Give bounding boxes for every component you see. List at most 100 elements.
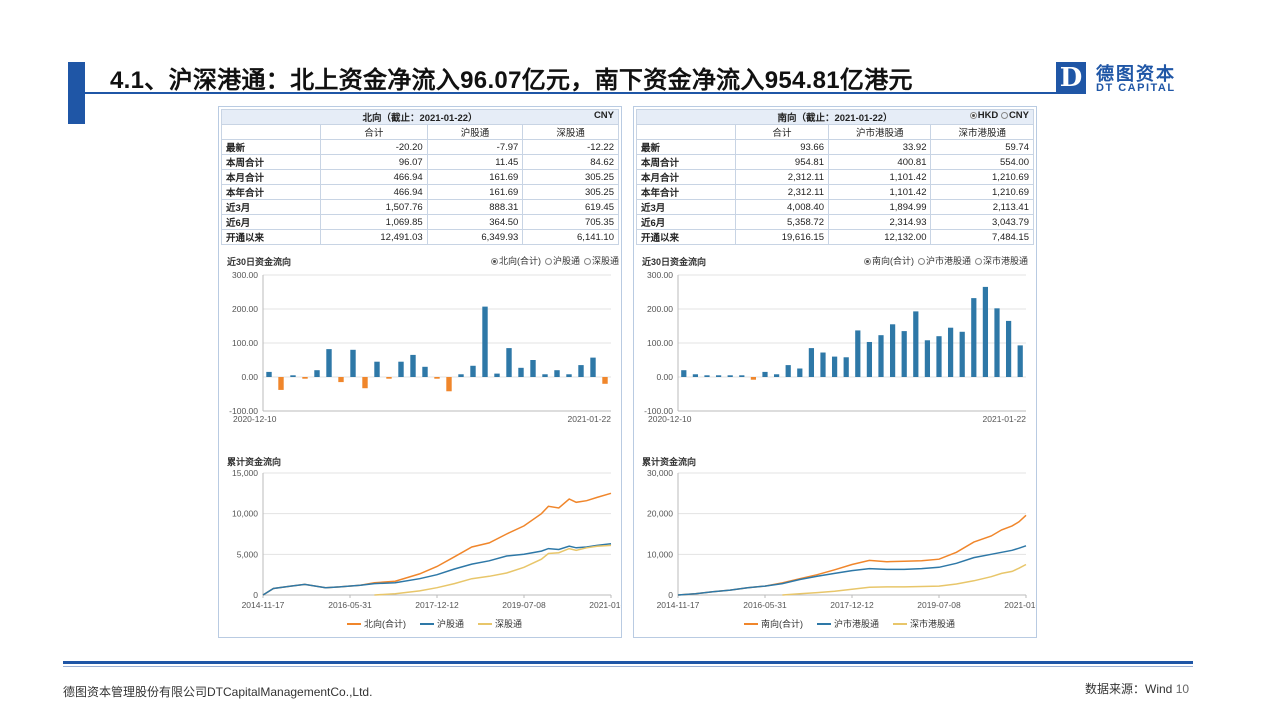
x-end-label: 2021-01-22: [983, 414, 1027, 424]
series-line: [782, 563, 1027, 596]
table-title: 南向（截止：2021-01-22）: [777, 113, 893, 124]
radio-option[interactable]: 深股通: [584, 254, 619, 267]
radio-icon: [1000, 111, 1008, 119]
bar: [704, 375, 710, 377]
y-tick-label: 0.00: [241, 372, 258, 382]
page-number: 10: [1175, 682, 1190, 696]
footer-company: 德图资本管理股份有限公司DTCapitalManagementCo.,Ltd.: [63, 685, 373, 699]
legend-item: 深股通: [478, 617, 522, 630]
radio-option[interactable]: 沪股通: [545, 254, 580, 267]
table-row: 最新 -20.20 -7.97 -12.22: [221, 139, 619, 155]
footer-rule-thin: [63, 666, 1193, 667]
table-row: 近6月 1,069.85 364.50 705.35: [221, 214, 619, 230]
radio-option[interactable]: 南向(合计): [864, 254, 914, 267]
row-label: 本月合计: [636, 169, 736, 185]
bar: [314, 370, 320, 377]
flow-series-selector: 南向(合计) 沪市港股通 深市港股通: [864, 254, 1028, 267]
bar: [518, 367, 524, 377]
table-cell: 466.94: [320, 184, 428, 200]
radio-option[interactable]: HKD: [969, 110, 998, 121]
table-header: 北向（截止：2021-01-22） CNY: [221, 109, 619, 125]
radio-option[interactable]: CNY: [1000, 110, 1029, 121]
row-label: 本月合计: [221, 169, 321, 185]
x-end-label: 2021-01-22: [568, 414, 612, 424]
bar: [422, 366, 428, 377]
northbound-table: 北向（截止：2021-01-22） CNY 合计 沪股通 深股通 最新 -20.2…: [221, 109, 619, 245]
bar: [936, 336, 942, 377]
bar: [458, 374, 464, 377]
bar: [290, 375, 296, 377]
table-cell: 12,491.03: [320, 229, 428, 245]
radio-label: 南向(合计): [872, 256, 914, 266]
table-cell: 6,141.10: [522, 229, 619, 245]
table-cell: 554.00: [930, 154, 1034, 170]
bar: [866, 341, 873, 377]
bar: [947, 327, 954, 377]
table-cell: 619.45: [522, 199, 619, 215]
table-cell: 5,358.72: [735, 214, 829, 230]
bar: [362, 377, 368, 389]
table-cell: 59.74: [930, 139, 1034, 155]
flow-series-selector: 北向(合计) 沪股通 深股通: [491, 254, 619, 267]
chart-legend: 北向(合计) 沪股通 深股通: [347, 617, 522, 630]
radio-option[interactable]: 北向(合计): [491, 254, 541, 267]
bar: [855, 330, 861, 377]
table-cell: 1,101.42: [827, 169, 932, 185]
bar: [785, 365, 791, 377]
y-tick-label: 100.00: [647, 338, 673, 348]
legend-item: 沪市港股通: [817, 617, 879, 630]
bar: [482, 306, 488, 377]
x-tick-label: 2016-05-31: [328, 600, 372, 610]
table-cell: 1,894.99: [827, 199, 932, 215]
bar: [530, 360, 536, 377]
legend-swatch: [817, 622, 831, 625]
bar: [566, 374, 572, 377]
row-label: 最新: [636, 139, 736, 155]
radio-selected-icon: [491, 258, 498, 266]
x-tick-label: 2021-01-19: [589, 600, 621, 610]
legend-swatch: [893, 622, 908, 625]
legend-item: 深市港股通: [893, 617, 955, 630]
table-cell: 705.35: [522, 214, 619, 230]
y-tick-label: 0.00: [656, 372, 673, 382]
table-cell: 1,210.69: [930, 169, 1034, 185]
radio-option[interactable]: 沪市港股通: [918, 254, 971, 267]
series-line: [677, 545, 1027, 596]
row-label: 近3月: [636, 199, 736, 215]
bar: [506, 348, 512, 377]
table-row: 近3月 1,507.76 888.31 619.45: [221, 199, 619, 215]
x-tick-label: 2019-07-08: [502, 600, 546, 610]
bar: [959, 331, 965, 377]
bar: [924, 340, 931, 377]
bar: [398, 361, 404, 377]
table-cell: 93.66: [735, 139, 829, 155]
y-tick-label: 0: [668, 590, 673, 600]
x-tick-label: 2014-11-17: [657, 600, 700, 610]
y-tick-label: 10,000: [647, 549, 673, 559]
legend-label: 沪股通: [437, 619, 465, 629]
y-tick-label: 5,000: [237, 549, 259, 559]
bar: [808, 348, 815, 377]
bar: [302, 377, 308, 379]
table-cell: 954.81: [735, 154, 829, 170]
table-row: 本年合计 2,312.11 1,101.42 1,210.69: [636, 184, 1034, 200]
x-start-label: 2020-12-10: [648, 414, 692, 424]
column-header: 深股通: [522, 124, 619, 140]
table-cell: 161.69: [426, 169, 524, 185]
currency-label: CNY: [593, 110, 614, 121]
bar: [971, 298, 977, 377]
table-cell: 7,484.15: [930, 229, 1034, 245]
x-tick-label: 2014-11-17: [242, 600, 285, 610]
bar: [578, 365, 584, 377]
radio-option[interactable]: 深市港股通: [975, 254, 1028, 267]
table-row: 近3月 4,008.40 1,894.99 2,113.41: [636, 199, 1034, 215]
y-tick-label: -100.00: [229, 406, 258, 416]
bar: [350, 349, 356, 377]
data-source: 数据来源：Wind: [1085, 682, 1173, 696]
radio-icon: [584, 258, 592, 266]
column-header: 沪市港股通: [827, 124, 932, 140]
table-cell: 4,008.40: [735, 199, 829, 215]
table-cell: 305.25: [522, 184, 619, 200]
table-cell: 305.25: [522, 169, 619, 185]
